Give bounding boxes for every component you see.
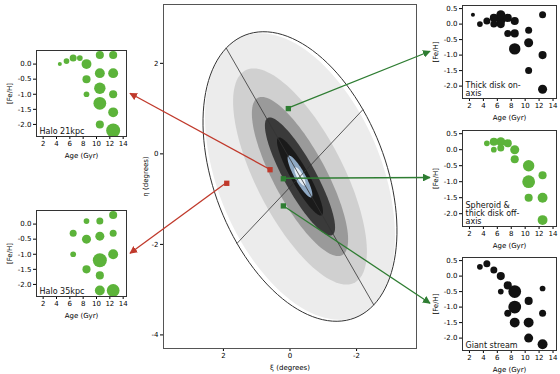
svg-text:Age (Gyr): Age (Gyr) — [493, 366, 527, 374]
svg-text:6: 6 — [68, 140, 73, 148]
svg-text:-2.0: -2.0 — [18, 281, 32, 289]
svg-text:4: 4 — [481, 102, 486, 110]
svg-text:-1.0: -1.0 — [18, 250, 32, 258]
svg-text:Giant stream: Giant stream — [466, 341, 518, 350]
svg-text:-1.0: -1.0 — [18, 90, 32, 98]
svg-text:12: 12 — [105, 140, 114, 148]
svg-text:4: 4 — [481, 354, 486, 362]
svg-text:-2: -2 — [152, 241, 159, 249]
svg-text:0.5: 0.5 — [446, 5, 457, 13]
svg-text:12: 12 — [535, 230, 544, 238]
svg-text:0.5: 0.5 — [446, 257, 457, 265]
svg-text:4: 4 — [54, 140, 59, 148]
svg-text:-1.0: -1.0 — [444, 303, 458, 311]
svg-text:Age (Gyr): Age (Gyr) — [493, 242, 527, 250]
svg-text:0.0: 0.0 — [446, 146, 457, 154]
svg-text:-1.0: -1.0 — [444, 178, 458, 186]
svg-text:-1.0: -1.0 — [444, 51, 458, 59]
svg-text:-0.5: -0.5 — [444, 162, 458, 170]
svg-text:Halo 21kpc: Halo 21kpc — [40, 127, 85, 136]
svg-text:Spheroid &thick disk off-axis: Spheroid &thick disk off-axis — [466, 201, 520, 226]
svg-text:-2.0: -2.0 — [444, 82, 458, 90]
svg-text:2: 2 — [154, 60, 158, 68]
svg-text:14: 14 — [119, 140, 128, 148]
svg-text:-0.5: -0.5 — [444, 36, 458, 44]
svg-text:8: 8 — [81, 140, 85, 148]
svg-text:[Fe/H]: [Fe/H] — [432, 168, 440, 189]
svg-text:η (degrees): η (degrees) — [142, 156, 150, 197]
svg-text:8: 8 — [509, 102, 513, 110]
svg-text:12: 12 — [535, 102, 544, 110]
svg-text:14: 14 — [549, 102, 558, 110]
svg-text:Age (Gyr): Age (Gyr) — [65, 312, 99, 320]
svg-text:-2.0: -2.0 — [444, 334, 458, 342]
svg-text:14: 14 — [549, 230, 558, 238]
svg-text:10: 10 — [92, 300, 101, 308]
svg-text:0.0: 0.0 — [20, 220, 31, 228]
svg-text:[Fe/H]: [Fe/H] — [432, 293, 440, 314]
svg-text:10: 10 — [521, 354, 530, 362]
svg-text:4: 4 — [54, 300, 59, 308]
svg-text:12: 12 — [535, 354, 544, 362]
svg-text:8: 8 — [81, 300, 85, 308]
svg-text:-0.5: -0.5 — [18, 235, 32, 243]
svg-text:2: 2 — [467, 230, 471, 238]
svg-text:2: 2 — [467, 354, 471, 362]
svg-text:-2.0: -2.0 — [444, 210, 458, 218]
svg-text:10: 10 — [92, 140, 101, 148]
svg-text:-1.5: -1.5 — [444, 67, 458, 75]
svg-text:2: 2 — [41, 300, 45, 308]
svg-text:-2.0: -2.0 — [18, 121, 32, 129]
svg-text:-1.5: -1.5 — [444, 319, 458, 327]
svg-text:2: 2 — [467, 102, 471, 110]
svg-text:-0.5: -0.5 — [18, 75, 32, 83]
svg-text:8: 8 — [509, 230, 513, 238]
svg-text:6: 6 — [68, 300, 73, 308]
svg-text:Halo 35kpc: Halo 35kpc — [40, 287, 85, 296]
svg-text:-1.5: -1.5 — [444, 194, 458, 202]
svg-text:10: 10 — [521, 102, 530, 110]
svg-text:Age (Gyr): Age (Gyr) — [493, 114, 527, 122]
svg-text:ξ (degrees): ξ (degrees) — [270, 364, 310, 372]
svg-text:0.0: 0.0 — [446, 20, 457, 28]
svg-text:0: 0 — [154, 150, 158, 158]
svg-text:12: 12 — [105, 300, 114, 308]
svg-text:0.0: 0.0 — [20, 60, 31, 68]
svg-text:0.5: 0.5 — [446, 130, 457, 138]
svg-text:Thick disk on-axis: Thick disk on-axis — [465, 81, 521, 98]
svg-text:[Fe/H]: [Fe/H] — [432, 41, 440, 62]
svg-text:6: 6 — [495, 102, 500, 110]
svg-text:10: 10 — [521, 230, 530, 238]
svg-text:4: 4 — [481, 230, 486, 238]
svg-text:-0.5: -0.5 — [444, 288, 458, 296]
svg-text:6: 6 — [495, 354, 500, 362]
svg-text:[Fe/H]: [Fe/H] — [6, 83, 14, 104]
svg-text:14: 14 — [549, 354, 558, 362]
svg-text:-1.5: -1.5 — [18, 106, 32, 114]
svg-text:-4: -4 — [152, 331, 160, 339]
svg-text:8: 8 — [509, 354, 513, 362]
svg-text:[Fe/H]: [Fe/H] — [6, 243, 14, 264]
svg-text:2: 2 — [41, 140, 45, 148]
svg-text:Age (Gyr): Age (Gyr) — [65, 152, 99, 160]
svg-text:2: 2 — [221, 352, 225, 360]
svg-text:6: 6 — [495, 230, 500, 238]
svg-text:14: 14 — [119, 300, 128, 308]
svg-text:-1.5: -1.5 — [18, 266, 32, 274]
svg-text:-2: -2 — [353, 352, 360, 360]
svg-text:0: 0 — [288, 352, 292, 360]
svg-text:0.0: 0.0 — [446, 272, 457, 280]
